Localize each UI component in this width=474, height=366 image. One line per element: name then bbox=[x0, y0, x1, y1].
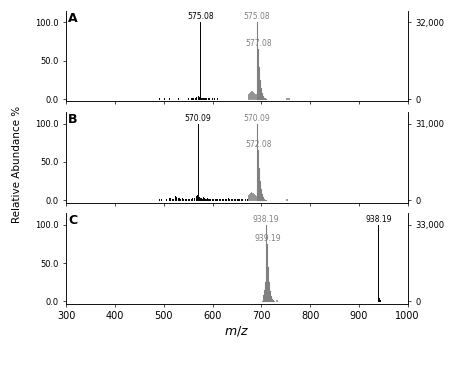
Text: 938.19: 938.19 bbox=[365, 215, 392, 224]
Text: 570.09: 570.09 bbox=[185, 113, 211, 123]
X-axis label: $m/z$: $m/z$ bbox=[224, 324, 250, 338]
Text: 939.19: 939.19 bbox=[255, 234, 281, 243]
Text: B: B bbox=[68, 113, 78, 126]
Text: C: C bbox=[68, 214, 77, 227]
Text: A: A bbox=[68, 12, 78, 25]
Text: 938.19: 938.19 bbox=[252, 215, 279, 224]
Text: Relative Abundance %: Relative Abundance % bbox=[12, 106, 22, 223]
Text: 572.08: 572.08 bbox=[246, 140, 272, 149]
Text: 577.08: 577.08 bbox=[246, 39, 272, 48]
Text: 575.08: 575.08 bbox=[187, 12, 214, 21]
Text: 570.09: 570.09 bbox=[243, 113, 270, 123]
Text: 575.08: 575.08 bbox=[243, 12, 270, 21]
